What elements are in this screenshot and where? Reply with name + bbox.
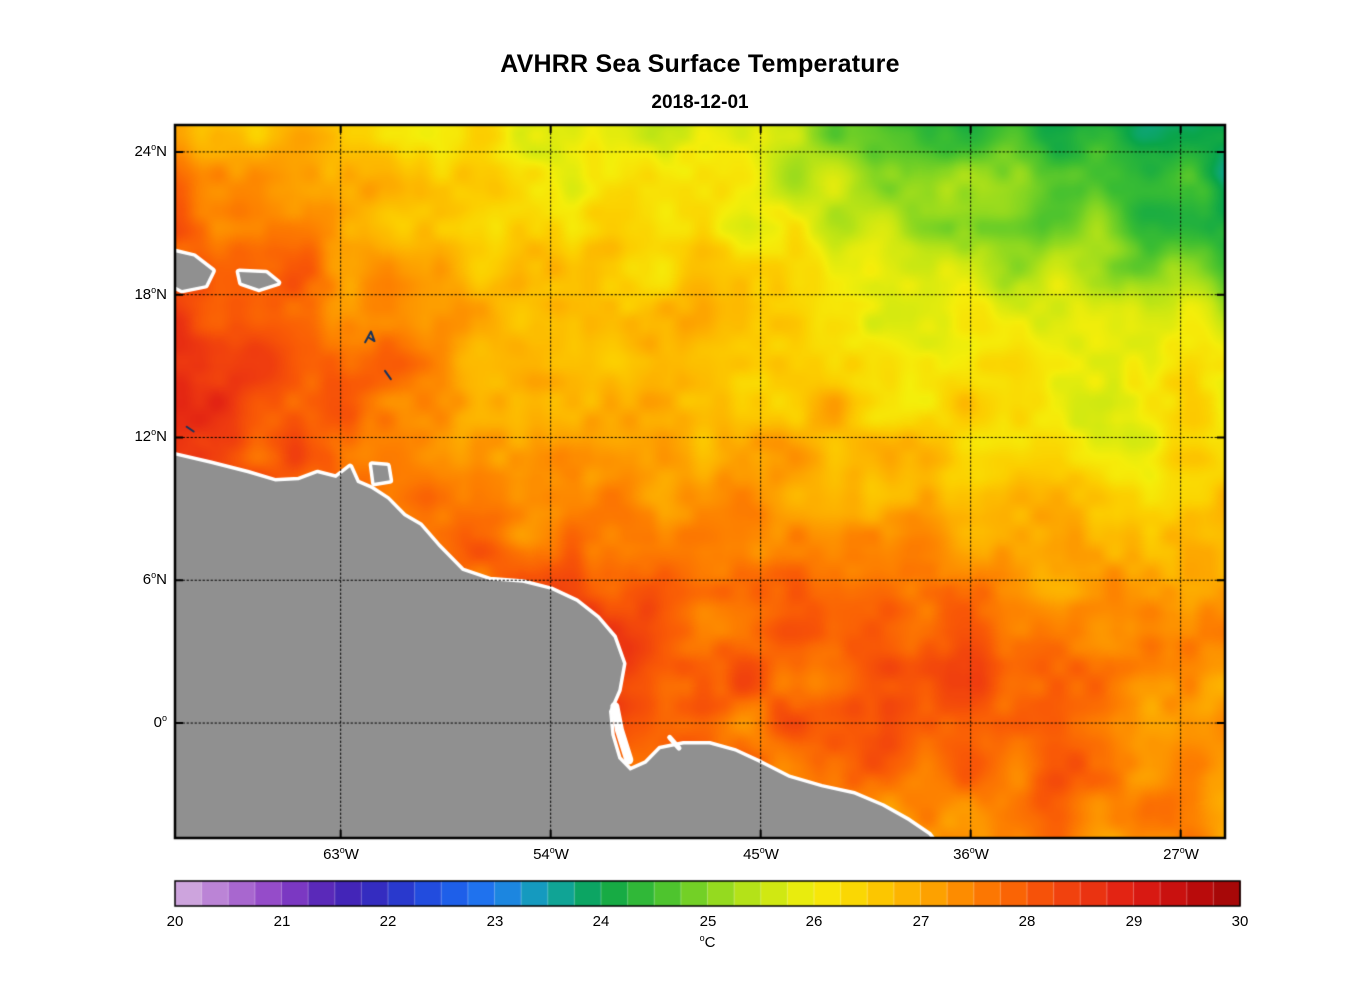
colorbar-tick-label: 23 [486,913,504,930]
colorbar-tick-label: 24 [592,913,610,930]
colorbar-tick-label: 29 [1125,913,1143,930]
lat-tick-label: 12oN [134,427,167,446]
colorbar-tick-label: 20 [166,913,184,930]
lon-tick-label: 63oW [323,845,359,864]
lon-tick-label: 54oW [533,845,569,864]
colorbar-tick-label: 28 [1018,913,1036,930]
lat-tick-label: 6oN [142,570,167,589]
colorbar-tick-label: 30 [1231,913,1249,930]
chart-title: AVHRR Sea Surface Temperature [500,50,900,78]
colorbar-tick-label: 22 [379,913,397,930]
chart-date-subtitle: 2018-12-01 [651,92,749,113]
lon-tick-label: 27oW [1163,845,1199,864]
lat-tick-label: 24oN [134,142,167,161]
lon-tick-label: 36oW [953,845,989,864]
colorbar-tick-label: 27 [912,913,930,930]
colorbar-tick-label: 25 [699,913,717,930]
lat-tick-label: 0o [153,713,167,732]
colorbar-tick-label: 21 [273,913,291,930]
colorbar-unit-label: oC [699,933,716,952]
lat-tick-label: 18oN [134,285,167,304]
lon-tick-label: 45oW [743,845,779,864]
colorbar-tick-label: 26 [805,913,823,930]
